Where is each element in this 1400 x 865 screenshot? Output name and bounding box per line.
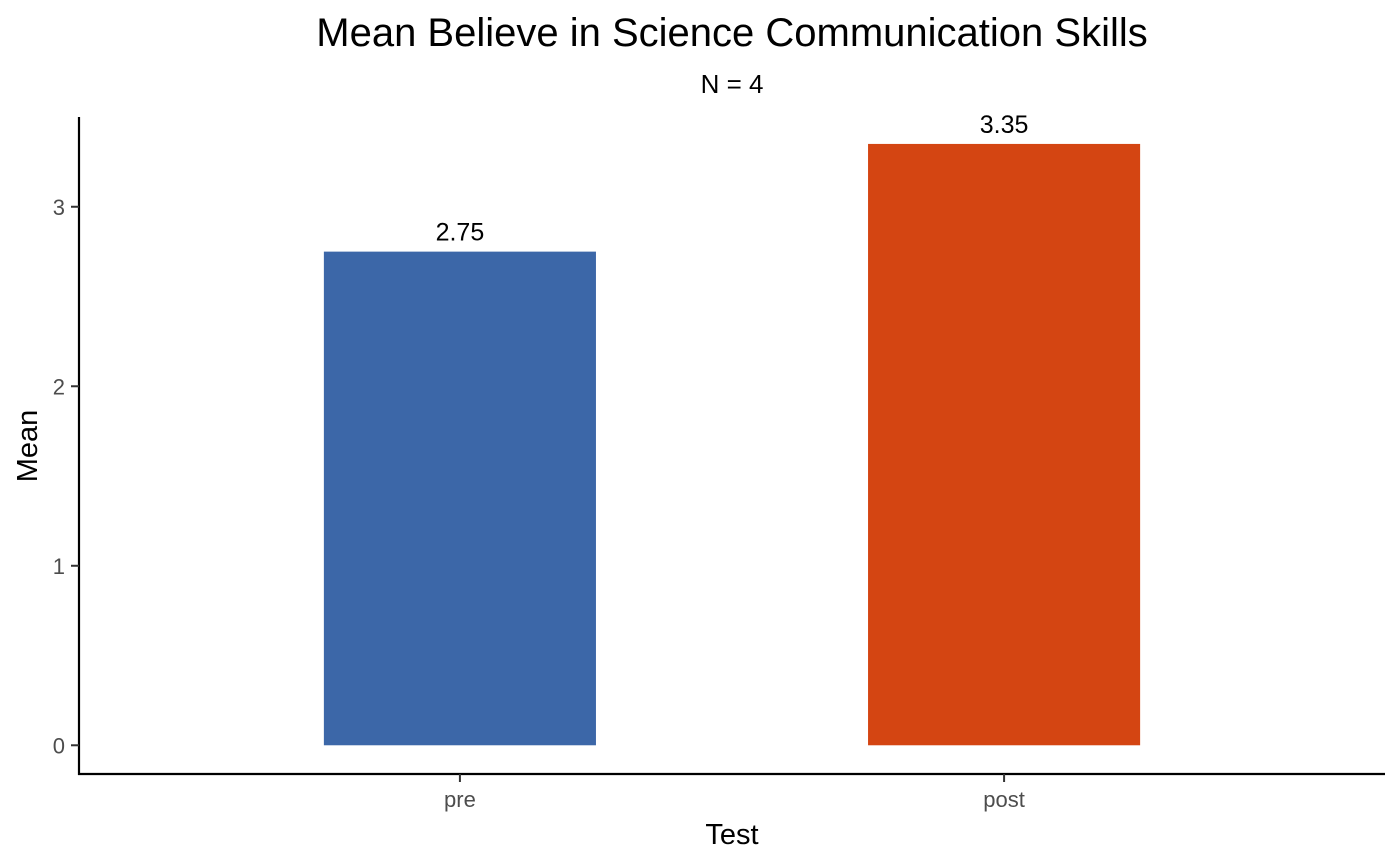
- x-axis-ticks: pre post: [444, 774, 1025, 812]
- bar-post: [868, 143, 1141, 746]
- value-label-post: 3.35: [980, 111, 1029, 139]
- bar-pre: [323, 251, 596, 746]
- bars-group: [323, 143, 1141, 746]
- y-tick-label-0: 0: [53, 733, 65, 758]
- y-tick-label-3: 3: [53, 195, 65, 220]
- x-axis-title: Test: [705, 819, 758, 851]
- chart-subtitle: N = 4: [701, 69, 764, 99]
- chart-title: Mean Believe in Science Communication Sk…: [316, 11, 1147, 55]
- value-labels-group: 2.75 3.35: [436, 111, 1029, 247]
- x-tick-label-pre: pre: [444, 787, 476, 812]
- y-axis-ticks: 0 1 2 3: [53, 195, 79, 758]
- y-tick-label-1: 1: [53, 554, 65, 579]
- value-label-pre: 2.75: [436, 219, 485, 247]
- y-axis-title: Mean: [12, 410, 44, 483]
- y-tick-label-2: 2: [53, 374, 65, 399]
- x-tick-label-post: post: [983, 787, 1025, 812]
